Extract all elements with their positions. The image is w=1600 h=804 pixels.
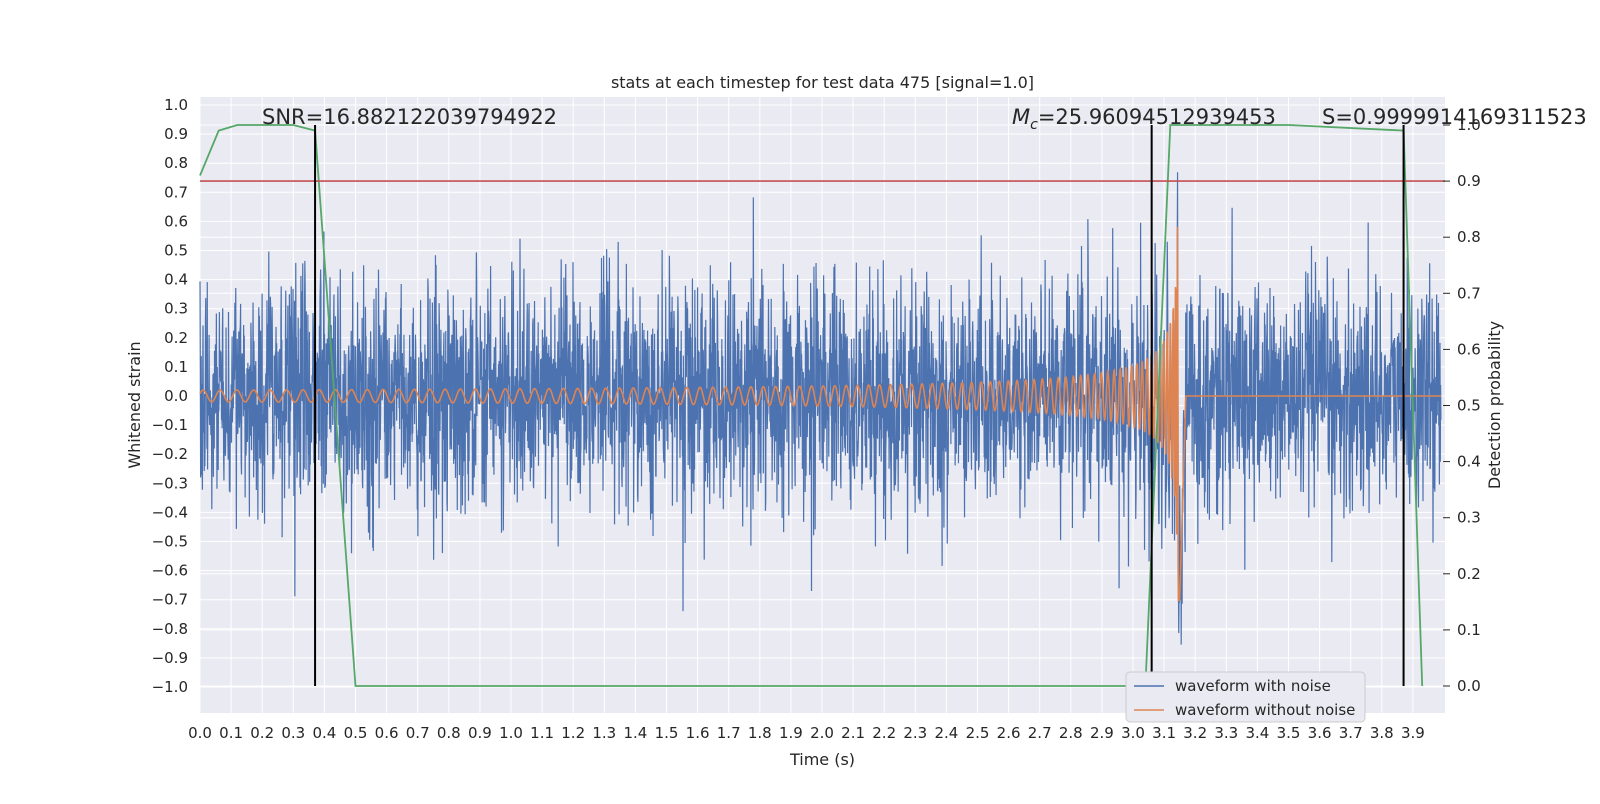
x-tick-label: 0.6: [375, 724, 399, 742]
y-tick-label-left: 0.2: [164, 329, 188, 347]
y-tick-label-right: 0.0: [1457, 677, 1481, 695]
x-tick-label: 2.2: [872, 724, 896, 742]
y-tick-label-right: 0.6: [1457, 340, 1481, 358]
y-tick-label-left: −0.4: [152, 503, 188, 521]
x-tick-label: 0.9: [468, 724, 492, 742]
x-tick-label: 1.9: [779, 724, 803, 742]
x-tick-label: 2.8: [1059, 724, 1083, 742]
x-axis-label: Time (s): [789, 750, 855, 769]
x-tick-label: 0.0: [188, 724, 212, 742]
y-axis-label-left: Whitened strain: [125, 341, 144, 468]
legend-label-waveform-with-noise: waveform with noise: [1175, 677, 1331, 695]
legend-label-waveform-without-noise: waveform without noise: [1175, 701, 1355, 719]
annotation-s: S=0.9999914169311523: [1322, 105, 1587, 129]
y-tick-label-right: 0.7: [1457, 284, 1481, 302]
y-tick-label-left: −0.8: [152, 620, 188, 638]
line-waveform-with-noise: [199, 172, 1442, 645]
event-markers: [314, 125, 1405, 686]
y-tick-label-left: −1.0: [152, 678, 188, 696]
x-tick-label: 1.1: [530, 724, 554, 742]
annotation-chirp-mass-symbol: M: [1012, 105, 1030, 129]
x-tick-label: 3.9: [1401, 724, 1425, 742]
x-tick-label: 3.1: [1152, 724, 1176, 742]
tick-labels: 0.0 0.1 0.2 0.3 0.4 0.5 0.6 0.7 0.8 0.9 1.0 1.1 1.2 1…: [152, 96, 1481, 742]
y-tick-label-left: 0.3: [164, 300, 188, 318]
x-tick-label: 3.2: [1183, 724, 1207, 742]
x-tick-label: 2.9: [1090, 724, 1114, 742]
y-tick-label-right: 0.2: [1457, 565, 1481, 583]
chart-title: stats at each timestep for test data 475…: [611, 73, 1034, 92]
x-tick-label: 1.5: [655, 724, 679, 742]
x-tick-label: 2.7: [1028, 724, 1052, 742]
annotation-chirp-mass: Mc=25.96094512939453: [1012, 105, 1276, 133]
x-tick-label: 2.3: [903, 724, 927, 742]
y-tick-label-left: 0.1: [164, 358, 188, 376]
legend: waveform with noise waveform without noi…: [1125, 671, 1366, 723]
x-tick-label: 2.5: [966, 724, 990, 742]
y-tick-label-left: −0.7: [152, 591, 188, 609]
x-tick-label: 1.4: [623, 724, 647, 742]
x-tick-label: 1.8: [748, 724, 772, 742]
x-tick-label: 3.6: [1308, 724, 1332, 742]
y-axis-label-right: Detection probability: [1485, 321, 1504, 489]
y-tick-label-right: 0.8: [1457, 228, 1481, 246]
x-tick-label: 1.7: [717, 724, 741, 742]
y-tick-label-left: −0.2: [152, 445, 188, 463]
x-tick-label: 0.5: [344, 724, 368, 742]
y-tick-label-left: 0.9: [164, 125, 188, 143]
x-tick-label: 3.0: [1121, 724, 1145, 742]
line-detection-probability: [199, 124, 1424, 687]
y-tick-label-left: 0.0: [164, 387, 188, 405]
y-tick-label-right: 1.0: [1457, 116, 1481, 134]
y-tick-label-left: 0.8: [164, 154, 188, 172]
x-tick-label: 3.8: [1370, 724, 1394, 742]
x-tick-label: 0.4: [312, 724, 336, 742]
y-tick-label-left: 0.5: [164, 242, 188, 260]
x-tick-label: 1.2: [561, 724, 585, 742]
x-tick-label: 0.7: [406, 724, 430, 742]
x-tick-label: 1.3: [592, 724, 616, 742]
x-tick-label: 2.1: [841, 724, 865, 742]
legend-box: [1125, 671, 1366, 723]
x-tick-label: 3.7: [1339, 724, 1363, 742]
line-waveform-without-noise: [199, 226, 1441, 602]
y-tick-label-left: −0.9: [152, 649, 188, 667]
y-tick-label-right: 0.4: [1457, 453, 1481, 471]
series-detection-probability: [199, 124, 1445, 687]
y-tick-label-left: −0.5: [152, 533, 188, 551]
x-tick-label: 2.4: [934, 724, 958, 742]
y-tick-label-right: 0.5: [1457, 397, 1481, 415]
y-tick-label-left: 1.0: [164, 96, 188, 114]
x-tick-label: 3.4: [1245, 724, 1269, 742]
series-waveform-without-noise: [199, 226, 1441, 602]
x-tick-label: 3.5: [1277, 724, 1301, 742]
series-waveform-with-noise: [199, 172, 1442, 645]
y-tick-label-left: −0.3: [152, 474, 188, 492]
annotation-chirp-mass-value: =25.96094512939453: [1038, 105, 1276, 129]
x-tick-label: 2.6: [997, 724, 1021, 742]
annotation-chirp-mass-subscript: c: [1030, 117, 1038, 133]
x-tick-label: 2.0: [810, 724, 834, 742]
y-tick-label-left: −0.1: [152, 416, 188, 434]
y-tick-label-right: 0.1: [1457, 621, 1481, 639]
y-tick-label-left: 0.4: [164, 271, 188, 289]
y-tick-label-left: −0.6: [152, 562, 188, 580]
x-tick-label: 3.3: [1214, 724, 1238, 742]
x-tick-label: 0.2: [250, 724, 274, 742]
x-tick-label: 1.6: [686, 724, 710, 742]
y-tick-label-right: 0.9: [1457, 172, 1481, 190]
y-tick-label-left: 0.6: [164, 212, 188, 230]
x-tick-label: 0.3: [281, 724, 305, 742]
x-tick-label: 0.1: [219, 724, 243, 742]
annotation-snr: SNR=16.882122039794922: [262, 105, 557, 129]
x-tick-label: 0.8: [437, 724, 461, 742]
x-tick-label: 1.0: [499, 724, 523, 742]
y-tick-label-left: 0.7: [164, 183, 188, 201]
y-tick-label-right: 0.3: [1457, 509, 1481, 527]
